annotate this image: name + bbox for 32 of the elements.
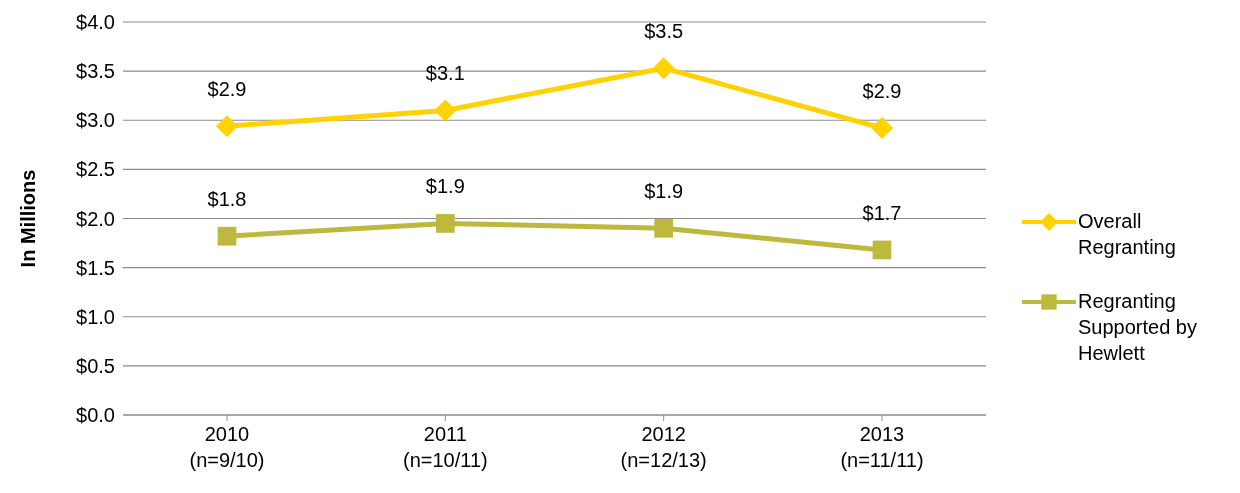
point: [872, 240, 892, 260]
y-tick-label: $0.5: [76, 354, 115, 377]
y-axis-title: In Millions: [17, 169, 40, 268]
y-tick-label: $2.0: [76, 207, 115, 230]
data-label: $2.9: [862, 80, 902, 103]
point: [654, 218, 674, 238]
data-label: $1.9: [425, 175, 465, 198]
x-tick-label: 2013 (n=11/11): [840, 423, 924, 471]
y-tick-label: $0.0: [76, 404, 115, 427]
y-tick-label: $4.0: [76, 11, 115, 34]
data-label: $3.1: [425, 62, 465, 85]
point: [435, 214, 455, 233]
y-tick-label: $1.0: [76, 305, 115, 328]
point: [652, 57, 675, 80]
data-label: $3.5: [644, 20, 684, 43]
y-tick-label: $2.5: [76, 158, 115, 181]
data-label: $2.9: [207, 78, 247, 101]
y-tick-label: $3.5: [76, 60, 115, 83]
data-label: $1.7: [862, 201, 902, 224]
point: [217, 226, 237, 246]
data-label: $1.8: [207, 188, 247, 211]
point: [216, 115, 238, 138]
point: [434, 99, 457, 122]
y-tick-label: $3.0: [76, 109, 115, 132]
point: [871, 117, 893, 140]
y-tick-label: $1.5: [76, 256, 115, 279]
x-tick-label: 2012 (n=12/13): [620, 423, 707, 471]
data-label: $1.9: [644, 180, 684, 203]
legend-label: Overall Regranting: [1078, 209, 1177, 260]
legend-label: Regranting Supported by Hewlett: [1078, 289, 1198, 366]
x-tick-label: 2011 (n=10/11): [402, 423, 488, 471]
x-tick-label: 2010 (n=9/10): [189, 423, 265, 471]
